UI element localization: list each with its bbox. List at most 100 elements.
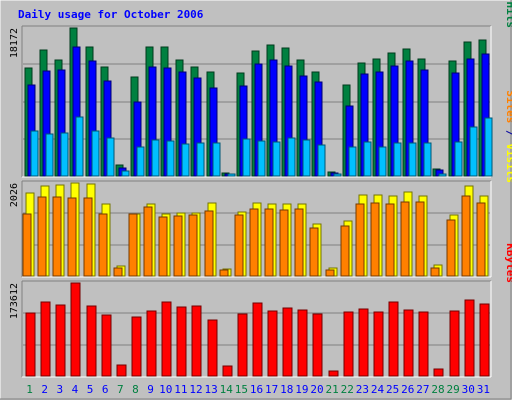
bar-sites-day-28 xyxy=(430,267,440,277)
x-tick-label-day-22: 22 xyxy=(341,383,354,396)
bar-kbytes-day-13 xyxy=(207,319,218,377)
x-tick-label-day-11: 11 xyxy=(174,383,187,396)
bar-kbytes-day-30 xyxy=(464,299,475,377)
x-tick-label-day-25: 25 xyxy=(386,383,399,396)
bar-pages-day-5 xyxy=(91,130,100,177)
x-tick-label-day-21: 21 xyxy=(326,383,339,396)
bar-pages-day-22 xyxy=(348,146,357,177)
x-tick-label-day-12: 12 xyxy=(189,383,202,396)
bar-pages-day-2 xyxy=(45,133,54,177)
bar-sites-day-9 xyxy=(143,206,153,277)
chart-panels: 18172 Pages / Files / Hits 2026 Sites / Vis… xyxy=(9,0,512,378)
bar-pages-day-13 xyxy=(212,142,221,177)
bar-pages-day-31 xyxy=(484,117,493,177)
bar-pages-day-21 xyxy=(333,173,342,177)
x-tick-label-day-2: 2 xyxy=(41,383,48,396)
series-label-part: Sites xyxy=(504,90,512,123)
bar-pages-day-20 xyxy=(317,144,326,177)
bar-pages-day-30 xyxy=(469,126,478,177)
series-label-part: Visits xyxy=(504,143,512,183)
bar-sites-day-18 xyxy=(279,209,289,277)
x-axis-labels: 1 2 3 4 5 6 7 8 9 10 11 12 13 14 15 16 17 18 19 20 21 22 23 24 2… xyxy=(26,383,490,396)
bar-sites-day-26 xyxy=(400,201,410,277)
bar-pages-day-4 xyxy=(75,116,84,177)
bar-kbytes-day-6 xyxy=(101,314,112,377)
x-tick-label-day-17: 17 xyxy=(265,383,278,396)
x-tick-label-day-28: 28 xyxy=(431,383,444,396)
bar-kbytes-day-14 xyxy=(222,365,233,377)
bar-sites-day-5 xyxy=(83,197,93,277)
bar-pages-day-3 xyxy=(60,132,69,177)
x-tick-label-day-4: 4 xyxy=(72,383,79,396)
bar-kbytes-day-12 xyxy=(191,305,202,377)
bar-sites-day-21 xyxy=(325,269,335,277)
x-tick-label-day-10: 10 xyxy=(159,383,172,396)
bar-pages-day-8 xyxy=(136,146,145,177)
bar-pages-day-7 xyxy=(121,170,130,177)
bar-pages-day-10 xyxy=(166,140,175,177)
x-tick-label-day-5: 5 xyxy=(87,383,94,396)
x-tick-label-day-1: 1 xyxy=(26,383,33,396)
bar-pages-day-29 xyxy=(454,141,463,177)
bar-sites-day-17 xyxy=(264,208,274,277)
bar-pages-day-9 xyxy=(151,139,160,177)
bar-kbytes-day-25 xyxy=(388,301,399,377)
bar-kbytes-day-20 xyxy=(312,313,323,377)
x-tick-label-day-3: 3 xyxy=(57,383,64,396)
bar-kbytes-day-22 xyxy=(343,311,354,377)
bar-kbytes-day-9 xyxy=(146,310,157,377)
series-label-part: / xyxy=(504,0,512,2)
bar-sites-day-7 xyxy=(113,267,123,277)
bar-kbytes-day-15 xyxy=(237,313,248,377)
bar-kbytes-day-3 xyxy=(55,304,66,377)
x-tick-label-day-30: 30 xyxy=(462,383,475,396)
bar-pages-day-1 xyxy=(30,130,39,177)
bar-pages-day-12 xyxy=(196,142,205,177)
bar-kbytes-day-28 xyxy=(433,368,444,377)
x-tick-label-day-8: 8 xyxy=(132,383,139,396)
bar-kbytes-day-29 xyxy=(449,310,460,377)
bar-kbytes-day-23 xyxy=(358,308,369,377)
bar-pages-day-11 xyxy=(181,143,190,177)
bar-sites-day-25 xyxy=(385,203,395,277)
series-label-part: Hits xyxy=(504,2,512,29)
bar-kbytes-day-31 xyxy=(479,303,490,377)
bar-sites-day-24 xyxy=(370,202,380,277)
x-tick-label-day-7: 7 xyxy=(117,383,124,396)
panel-kbytes: 173612 KBytes xyxy=(9,243,512,378)
bar-sites-day-20 xyxy=(309,227,319,277)
bar-sites-day-11 xyxy=(173,215,183,277)
bar-pages-day-23 xyxy=(363,141,372,177)
bar-kbytes-day-19 xyxy=(297,309,308,377)
bar-sites-day-14 xyxy=(219,269,229,277)
bar-kbytes-day-18 xyxy=(282,307,293,377)
series-label-part: KBytes xyxy=(504,243,512,283)
x-tick-label-day-24: 24 xyxy=(371,383,385,396)
y-max-label-kbytes: 173612 xyxy=(9,283,20,319)
bar-pages-day-25 xyxy=(393,142,402,177)
bar-pages-day-27 xyxy=(423,142,432,177)
bar-pages-day-16 xyxy=(257,140,266,177)
bar-pages-day-28 xyxy=(438,173,447,177)
x-tick-label-day-27: 27 xyxy=(416,383,429,396)
x-tick-label-day-23: 23 xyxy=(356,383,369,396)
bar-kbytes-day-7 xyxy=(116,364,127,377)
x-tick-label-day-31: 31 xyxy=(477,383,490,396)
series-label-hits: Pages / Files / Hits xyxy=(504,0,512,28)
bar-sites-day-19 xyxy=(294,208,304,277)
bar-pages-day-15 xyxy=(242,138,251,177)
bar-sites-day-23 xyxy=(355,203,365,277)
bar-pages-day-24 xyxy=(378,146,387,177)
bar-sites-day-29 xyxy=(446,219,456,277)
bar-kbytes-day-1 xyxy=(25,312,36,377)
bar-sites-day-12 xyxy=(188,214,198,277)
bar-pages-day-14 xyxy=(227,173,236,177)
bar-sites-day-31 xyxy=(476,202,486,277)
x-tick-label-day-13: 13 xyxy=(204,383,217,396)
bar-pages-day-19 xyxy=(302,139,311,177)
bar-sites-day-30 xyxy=(461,195,471,277)
x-tick-label-day-15: 15 xyxy=(235,383,248,396)
chart-title: Daily usage for October 2006 xyxy=(18,8,204,21)
bar-sites-day-13 xyxy=(204,210,214,277)
bar-kbytes-day-24 xyxy=(373,311,384,377)
